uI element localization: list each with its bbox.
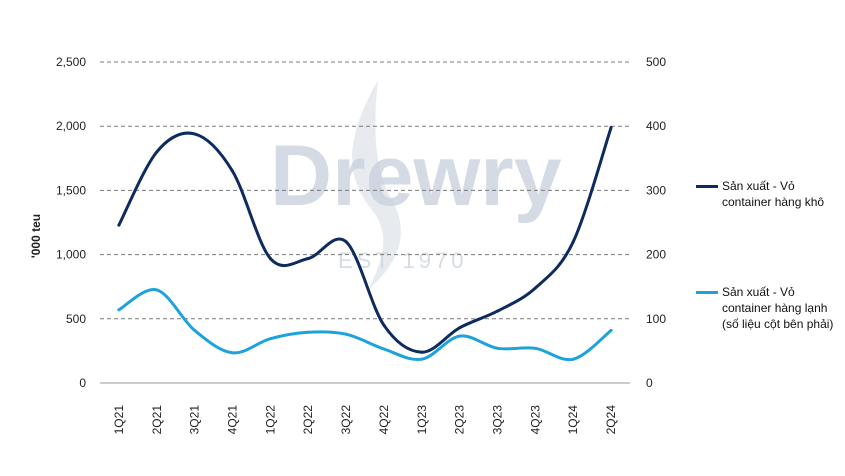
data-point-dry — [306, 256, 310, 260]
x-axis-tick-label: 2Q23 — [453, 405, 467, 435]
left-axis-tick-label: 2,500 — [56, 55, 86, 69]
right-axis-tick-label: 100 — [646, 312, 666, 326]
x-axis-tick-label: 2Q21 — [150, 405, 164, 435]
data-point-dry — [155, 150, 159, 154]
right-axis-tick-label: 0 — [646, 376, 653, 390]
data-point-dry — [609, 125, 613, 129]
data-point-dry — [496, 309, 499, 313]
series-lines — [117, 125, 613, 362]
flame-logo — [352, 80, 401, 290]
right-axis-ticks: 0 100 200 300 400 500 — [646, 55, 666, 390]
left-axis-tick-label: 500 — [66, 312, 86, 326]
legend-swatch-reefer — [696, 291, 718, 294]
x-axis-tick-label: 3Q23 — [491, 405, 505, 435]
data-point-reefer — [533, 346, 537, 350]
data-point-reefer — [231, 351, 234, 355]
legend-item-dry: Sản xuất - Vỏ container hàng khô — [696, 178, 842, 210]
x-axis-tick-label: 1Q24 — [566, 405, 580, 435]
data-point-dry — [268, 256, 272, 260]
x-axis-tick-label: 4Q23 — [528, 405, 542, 435]
legend-swatch-dry — [696, 185, 718, 188]
x-axis-tick-label: 2Q24 — [604, 405, 618, 435]
legend-label-dry: Sản xuất - Vỏ container hàng khô — [722, 179, 825, 209]
data-point-reefer — [609, 328, 613, 332]
left-axis-tick-label: 2,000 — [56, 119, 86, 133]
legend-label-reefer: Sản xuất - Vỏ container hàng lạnh (số li… — [722, 285, 834, 331]
data-point-dry — [344, 240, 348, 244]
data-point-reefer — [420, 357, 424, 361]
legend-item-reefer: Sản xuất - Vỏ container hàng lạnh (số li… — [696, 284, 842, 332]
data-point-dry — [117, 223, 121, 227]
data-point-reefer — [306, 330, 310, 334]
data-point-reefer — [458, 334, 462, 338]
data-point-dry — [571, 240, 575, 244]
data-point-reefer — [155, 288, 159, 292]
left-axis-tick-label: 1,500 — [56, 183, 86, 197]
right-axis-tick-label: 500 — [646, 55, 666, 69]
data-point-reefer — [496, 346, 499, 350]
data-point-dry — [458, 326, 462, 330]
data-point-reefer — [117, 308, 121, 312]
watermark-brand: Drewry — [270, 128, 562, 224]
left-axis-ticks: 0 500 1,000 1,500 2,000 2,500 — [56, 55, 86, 390]
drewry-watermark: Drewry EST 1970 — [270, 80, 562, 290]
data-point-dry — [533, 286, 537, 290]
y-axis-label: '000 teu — [29, 214, 43, 258]
data-point-reefer — [571, 357, 575, 361]
x-axis-ticks: 1Q21 2Q21 3Q21 4Q21 1Q22 2Q22 3Q22 4Q22 1Q23 2Q23… — [112, 405, 618, 435]
x-axis-tick-label: 3Q22 — [339, 405, 353, 435]
data-point-reefer — [382, 347, 386, 351]
right-axis-tick-label: 400 — [646, 119, 666, 133]
x-axis-tick-label: 1Q22 — [263, 405, 277, 435]
x-axis-tick-label: 2Q22 — [301, 405, 315, 435]
series-line-reefer-container — [117, 288, 613, 362]
data-point-dry — [420, 350, 424, 354]
data-point-dry — [382, 323, 386, 327]
data-point-reefer — [268, 337, 272, 341]
x-axis-tick-label: 4Q22 — [377, 405, 391, 435]
right-axis-tick-label: 200 — [646, 248, 666, 262]
x-axis-tick-label: 4Q21 — [226, 405, 240, 435]
data-point-dry — [231, 169, 234, 173]
right-axis-tick-label: 300 — [646, 183, 666, 197]
data-point-dry — [193, 132, 197, 136]
data-point-reefer — [193, 328, 197, 332]
data-point-reefer — [344, 332, 348, 336]
left-axis-tick-label: 1,000 — [56, 248, 86, 262]
x-axis-tick-label: 1Q21 — [112, 405, 126, 435]
x-axis-tick-label: 1Q23 — [415, 405, 429, 435]
x-axis-tick-label: 3Q21 — [188, 405, 202, 435]
left-axis-tick-label: 0 — [79, 376, 86, 390]
gridlines — [100, 61, 630, 384]
